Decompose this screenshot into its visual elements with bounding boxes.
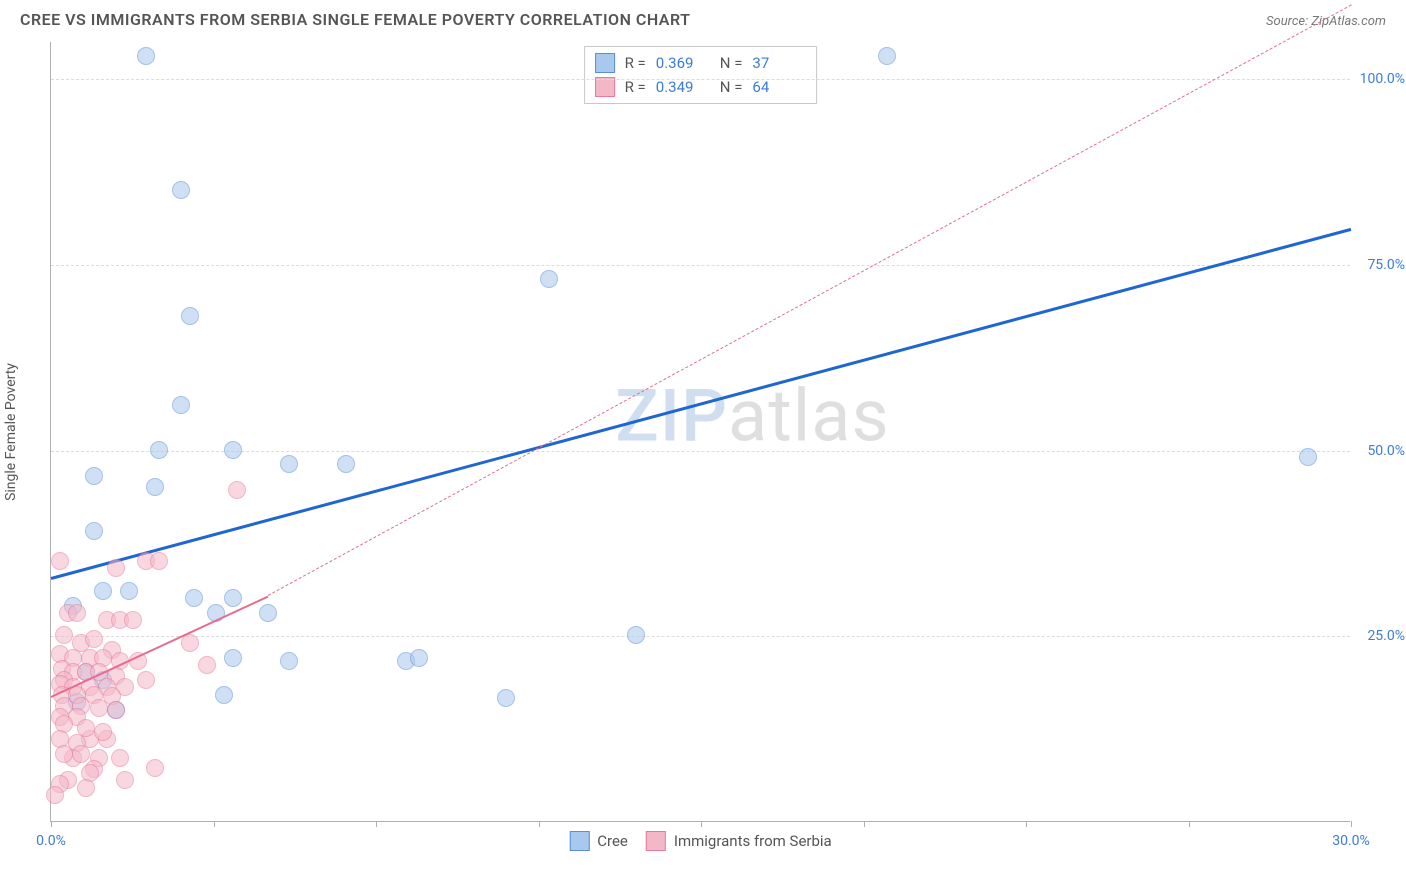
legend-item-cree: Cree [569, 831, 628, 851]
data-point-cree [280, 652, 298, 670]
gridline [51, 451, 1350, 452]
data-point-serbia [68, 604, 86, 622]
legend-n-label-2: N = [720, 78, 743, 96]
source-attribution: Source: ZipAtlas.com [1266, 14, 1386, 29]
data-point-cree [540, 270, 558, 288]
data-point-serbia [198, 656, 216, 674]
data-point-cree [224, 441, 242, 459]
data-point-cree [410, 649, 428, 667]
data-point-cree [1299, 448, 1317, 466]
watermark-prefix: ZIP [615, 373, 728, 458]
data-point-serbia [51, 552, 69, 570]
gridline [51, 79, 1350, 80]
data-point-cree [94, 582, 112, 600]
x-tick [864, 821, 865, 827]
x-tick [376, 821, 377, 827]
data-point-serbia [55, 626, 73, 644]
header-row: CREE VS IMMIGRANTS FROM SERBIA SINGLE FE… [0, 0, 1406, 35]
chart-title: CREE VS IMMIGRANTS FROM SERBIA SINGLE FE… [20, 10, 691, 29]
legend-n-value-serbia: 64 [752, 78, 806, 96]
legend-bottom-swatch-cree [569, 831, 589, 851]
data-point-serbia [146, 759, 164, 777]
y-axis-label: Single Female Poverty [3, 363, 19, 501]
data-point-cree [224, 589, 242, 607]
data-point-serbia [124, 611, 142, 629]
data-point-cree [185, 589, 203, 607]
legend-row-cree: R = 0.369 N = 37 [595, 51, 807, 75]
data-point-cree [181, 307, 199, 325]
x-tick [539, 821, 540, 827]
data-point-serbia [228, 481, 246, 499]
data-point-cree [150, 441, 168, 459]
legend-correlation: R = 0.369 N = 37 R = 0.349 N = 64 [584, 46, 818, 104]
gridline [51, 265, 1350, 266]
legend-swatch-cree [595, 53, 615, 73]
legend-r-value-serbia: 0.349 [656, 78, 710, 96]
x-tick [1189, 821, 1190, 827]
legend-bottom-label-cree: Cree [597, 832, 628, 850]
data-point-cree [172, 396, 190, 414]
gridline [51, 636, 1350, 637]
legend-bottom-swatch-serbia [646, 831, 666, 851]
legend-n-label: N = [720, 54, 743, 72]
x-tick [1026, 821, 1027, 827]
legend-item-serbia: Immigrants from Serbia [646, 831, 832, 851]
data-point-serbia [90, 699, 108, 717]
data-point-cree [146, 478, 164, 496]
legend-r-value-cree: 0.369 [656, 54, 710, 72]
data-point-cree [172, 181, 190, 199]
data-point-cree [85, 467, 103, 485]
x-tick [214, 821, 215, 827]
data-point-serbia [72, 745, 90, 763]
x-tick-label: 0.0% [36, 833, 66, 849]
data-point-cree [878, 47, 896, 65]
data-point-serbia [107, 701, 125, 719]
x-tick [701, 821, 702, 827]
data-point-cree [627, 626, 645, 644]
data-point-cree [497, 689, 515, 707]
data-point-cree [224, 649, 242, 667]
data-point-cree [120, 582, 138, 600]
trend-line [51, 228, 1352, 580]
data-point-cree [215, 686, 233, 704]
data-point-serbia [116, 771, 134, 789]
data-point-serbia [55, 745, 73, 763]
x-tick-label: 30.0% [1332, 833, 1370, 849]
x-tick [1351, 821, 1352, 827]
data-point-serbia [150, 552, 168, 570]
legend-r-label-2: R = [625, 78, 646, 96]
data-point-serbia [94, 723, 112, 741]
data-point-cree [337, 455, 355, 473]
y-tick-label: 100.0% [1360, 71, 1405, 87]
legend-bottom-label-serbia: Immigrants from Serbia [674, 832, 832, 850]
plot-area: Single Female Poverty ZIPatlas R = 0.369… [50, 42, 1350, 822]
y-tick-label: 50.0% [1367, 443, 1405, 459]
data-point-serbia [46, 786, 64, 804]
legend-series: Cree Immigrants from Serbia [569, 831, 831, 851]
legend-n-value-cree: 37 [752, 54, 806, 72]
data-point-serbia [77, 779, 95, 797]
data-point-cree [280, 455, 298, 473]
watermark-suffix: atlas [728, 373, 890, 458]
plot-wrapper: Single Female Poverty ZIPatlas R = 0.369… [50, 42, 1390, 842]
data-point-serbia [111, 749, 129, 767]
y-tick-label: 25.0% [1367, 628, 1405, 644]
data-point-cree [137, 47, 155, 65]
data-point-cree [259, 604, 277, 622]
data-point-serbia [137, 671, 155, 689]
y-tick-label: 75.0% [1367, 257, 1405, 273]
x-tick [51, 821, 52, 827]
data-point-cree [85, 522, 103, 540]
data-point-serbia [107, 559, 125, 577]
data-point-serbia [85, 630, 103, 648]
legend-r-label: R = [625, 54, 646, 72]
